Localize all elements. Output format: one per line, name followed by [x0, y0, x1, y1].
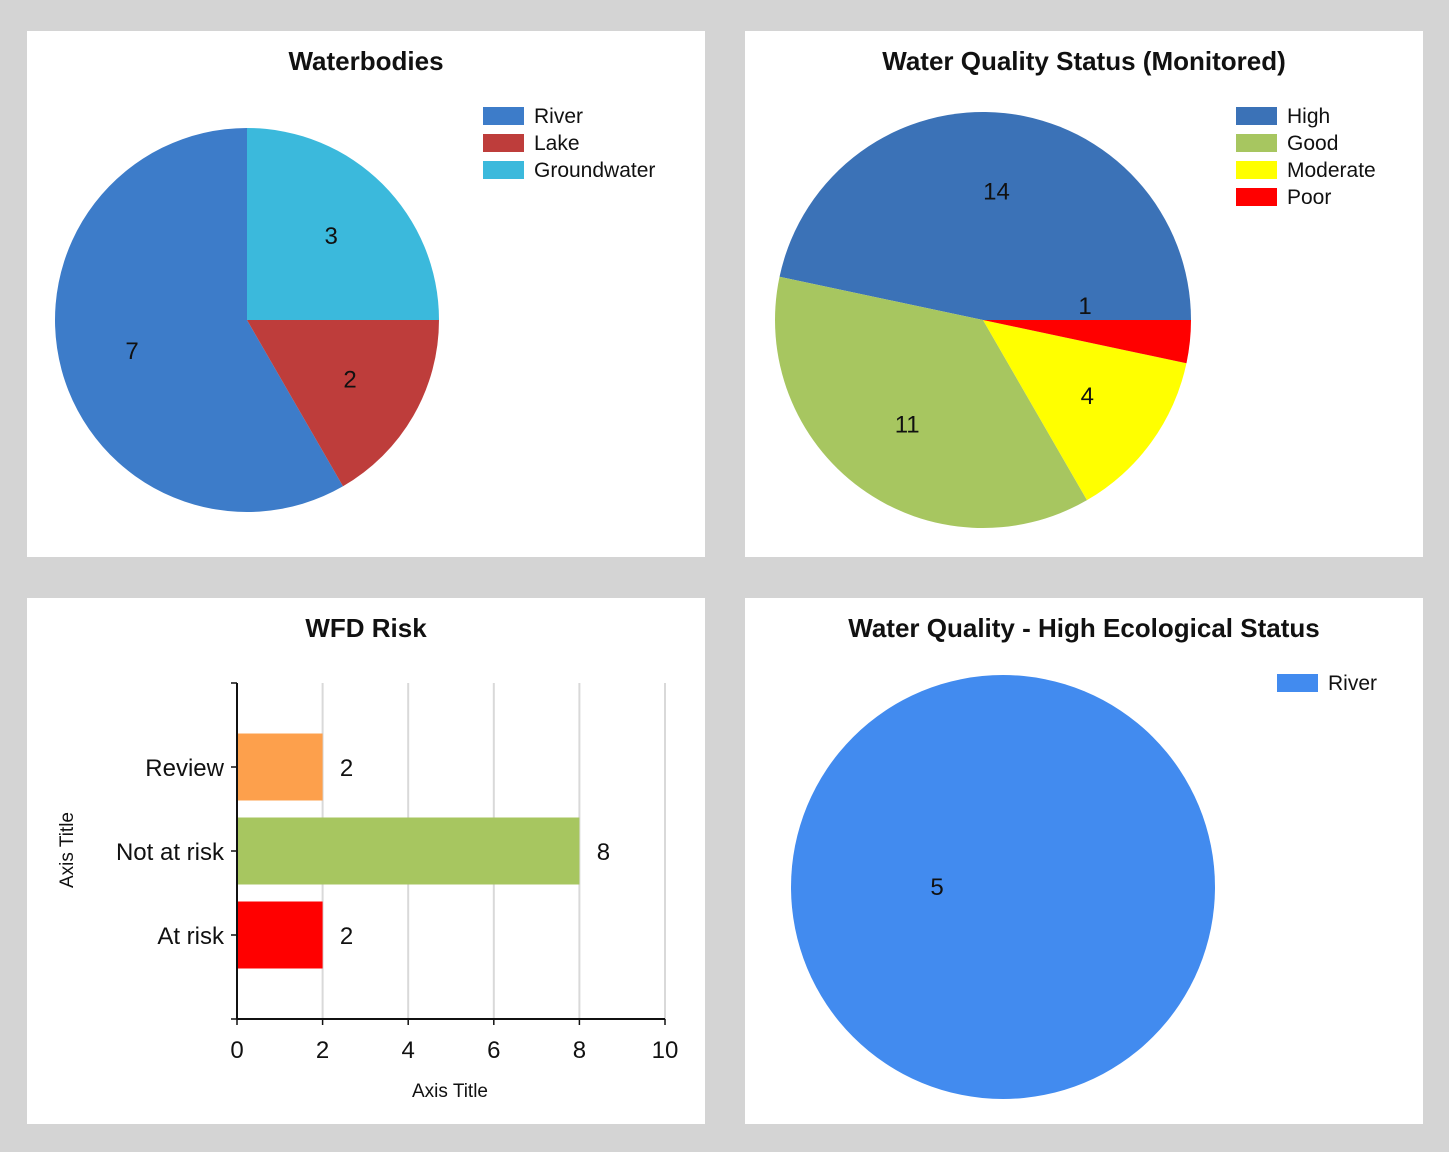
slice-value-label-river: 7 [125, 338, 138, 365]
pie-slices [775, 111, 1191, 528]
legend-swatch-groundwater [483, 161, 524, 179]
pie-slice-poor [983, 320, 1191, 364]
bar-value-label-review: 2 [340, 755, 353, 782]
legend-label-good: Good [1287, 132, 1338, 155]
slice-value-label-river: 5 [930, 874, 943, 901]
legend-label-river: River [1328, 672, 1377, 695]
pie-slice-river [791, 675, 1215, 1099]
water-quality-status-pie-chart: Water Quality Status (Monitored) 141141 … [775, 46, 1376, 528]
pie-slice-moderate [983, 320, 1187, 501]
pie-slice-labels: 7 2 3 [125, 223, 356, 394]
legend-swatch-lake [483, 134, 524, 152]
pie-slice-river [55, 128, 343, 512]
chart-legend: High Good Moderate Poor [1236, 105, 1376, 209]
pie-slice-labels: 14 11 4 1 [895, 179, 1094, 439]
bar-labels: 2 8 2 [340, 755, 610, 950]
bar-review [237, 733, 323, 801]
chart-title: WFD Risk [305, 613, 427, 643]
bar-value-label-not-at-risk: 8 [597, 839, 610, 866]
chart-title: Water Quality - High Ecological Status [848, 613, 1319, 643]
y-tick-label-not-at-risk: Not at risk [116, 839, 225, 866]
legend-swatch-high [1236, 107, 1277, 125]
chart-panel-waterbodies: Waterbodies 7 2 3 River Lake Groundwater [27, 31, 705, 557]
chart-panel-high-ecological-status: Water Quality - High Ecological Status 5… [745, 598, 1423, 1124]
slice-value-label-high: 14 [983, 179, 1010, 206]
legend-swatch-moderate [1236, 161, 1277, 179]
y-tick-label-review: Review [145, 755, 224, 782]
pie-slice-groundwater [247, 128, 439, 320]
waterbodies-pie-chart: Waterbodies 7 2 3 River Lake Groundwater [55, 46, 655, 512]
chart-title: Water Quality Status (Monitored) [882, 46, 1286, 76]
legend-label-moderate: Moderate [1287, 159, 1376, 182]
chart-panel-water-quality-status: Water Quality Status (Monitored) 14 11 4 1 … [745, 31, 1423, 557]
x-tick-label: 8 [573, 1037, 586, 1064]
chart-legend: River [1277, 672, 1377, 695]
y-tick-label-at-risk: At risk [157, 923, 225, 950]
x-tick-label: 4 [402, 1037, 415, 1064]
legend-swatch-river [483, 107, 524, 125]
pie-slices [791, 675, 1215, 1099]
slice-value-label-lake: 2 [343, 367, 356, 394]
wfd-risk-bar-chart: WFD Risk 0 2 4 6 8 10 Review Not at risk At risk… [57, 613, 679, 1102]
axes: 0 2 4 6 8 10 Review Not at risk At risk [116, 682, 679, 1064]
bars [237, 733, 580, 969]
legend-label-river: River [534, 105, 583, 128]
x-tick-label: 0 [230, 1037, 243, 1064]
pie-slice-lake [247, 320, 439, 487]
pie-slice-good [775, 276, 1087, 528]
legend-swatch-poor [1236, 188, 1277, 206]
x-tick-label: 2 [316, 1037, 329, 1064]
pie-slice-labels: 5 [930, 874, 943, 901]
x-tick-label: 10 [652, 1037, 679, 1064]
slice-value-label-moderate: 4 [1081, 383, 1094, 410]
x-tick-label: 6 [487, 1037, 500, 1064]
slice-value-label-groundwater: 3 [324, 223, 337, 250]
x-axis-title: Axis Title [412, 1081, 488, 1102]
chart-title: Waterbodies [288, 46, 443, 76]
bar-not-at-risk [237, 817, 580, 885]
legend-swatch-river [1277, 674, 1318, 692]
chart-legend: River Lake Groundwater [483, 105, 655, 182]
bar-value-label-at-risk: 2 [340, 923, 353, 950]
slice-value-label-good: 11 [895, 411, 920, 438]
pie-slice-high [779, 111, 1191, 320]
bar-at-risk [237, 901, 323, 969]
legend-label-groundwater: Groundwater [534, 159, 655, 182]
slice-value-label-poor: 1 [1078, 293, 1091, 320]
legend-swatch-good [1236, 134, 1277, 152]
chart-panel-wfd-risk: WFD Risk 0 2 4 6 8 10 Review Not at risk At risk… [27, 598, 705, 1124]
legend-label-poor: Poor [1287, 186, 1331, 209]
legend-label-lake: Lake [534, 132, 580, 155]
high-ecological-status-pie-chart: Water Quality - High Ecological Status 5… [791, 613, 1377, 1099]
y-axis-title: Axis Title [57, 812, 78, 888]
pie-slices [55, 128, 439, 512]
legend-label-high: High [1287, 105, 1330, 128]
